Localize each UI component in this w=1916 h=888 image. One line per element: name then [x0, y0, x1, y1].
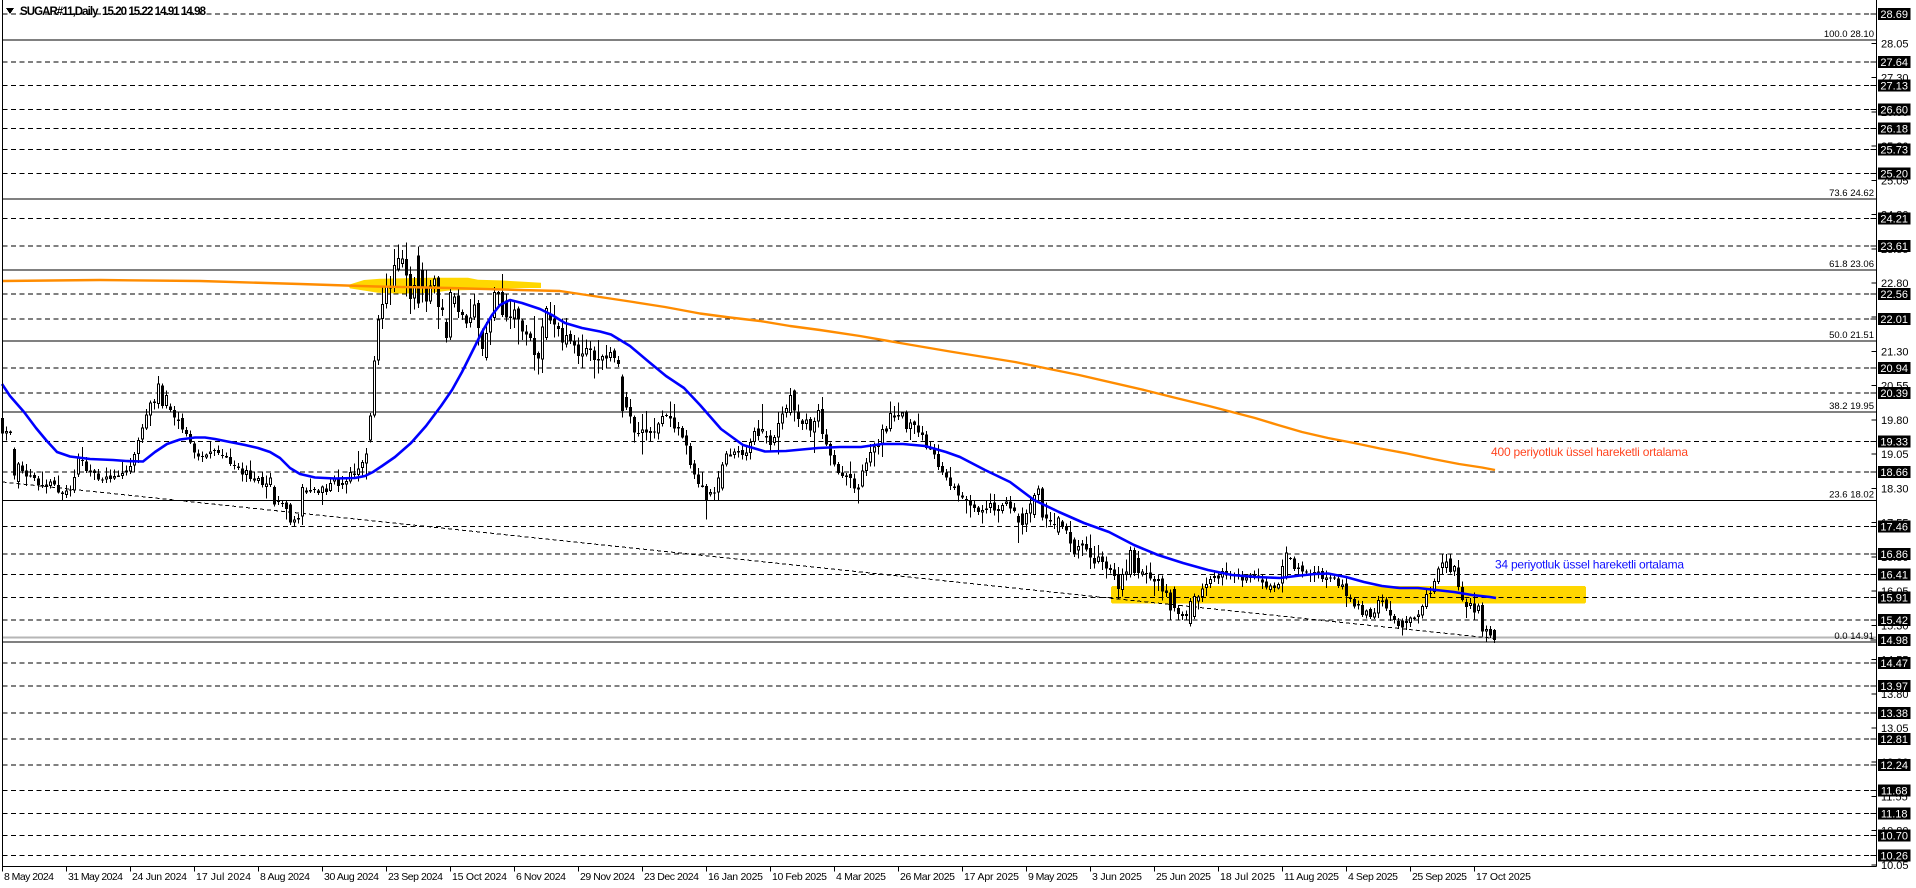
svg-text:19.80: 19.80 — [1881, 415, 1909, 427]
svg-text:400 periyotluk üssel hareketli: 400 periyotluk üssel hareketli ortalama — [1491, 445, 1688, 459]
svg-text:31 May 2024: 31 May 2024 — [68, 871, 123, 883]
svg-text:24 Jun 2024: 24 Jun 2024 — [132, 871, 187, 883]
svg-text:24.21: 24.21 — [1880, 214, 1908, 226]
svg-text:22.80: 22.80 — [1881, 278, 1909, 290]
svg-text:10.05: 10.05 — [1881, 860, 1909, 872]
svg-text:14.98: 14.98 — [1880, 635, 1908, 647]
svg-text:17 Oct 2025: 17 Oct 2025 — [1476, 871, 1531, 883]
svg-text:15 Oct 2024: 15 Oct 2024 — [452, 871, 507, 883]
svg-text:28.05: 28.05 — [1881, 38, 1909, 50]
svg-text:18.30: 18.30 — [1881, 483, 1909, 495]
svg-text:11.18: 11.18 — [1881, 808, 1908, 820]
svg-text:23.61: 23.61 — [1880, 241, 1908, 253]
svg-text:4 Mar 2025: 4 Mar 2025 — [836, 871, 886, 883]
svg-text:12.24: 12.24 — [1880, 760, 1908, 772]
svg-text:25 Sep 2025: 25 Sep 2025 — [1412, 871, 1467, 883]
svg-text:0.0 14.91: 0.0 14.91 — [1834, 631, 1874, 642]
svg-text:9 May 2025: 9 May 2025 — [1028, 871, 1078, 883]
svg-text:8 Aug 2024: 8 Aug 2024 — [260, 871, 310, 883]
svg-text:16 Jan 2025: 16 Jan 2025 — [708, 871, 763, 883]
svg-text:22.56: 22.56 — [1880, 289, 1908, 301]
svg-text:13.05: 13.05 — [1881, 723, 1909, 735]
svg-text:25.73: 25.73 — [1880, 144, 1908, 156]
svg-text:26 Mar 2025: 26 Mar 2025 — [900, 871, 955, 883]
svg-text:18 Jul 2025: 18 Jul 2025 — [1220, 871, 1275, 883]
svg-text:13.38: 13.38 — [1880, 708, 1908, 720]
svg-text:17.46: 17.46 — [1880, 522, 1908, 534]
svg-text:16.86: 16.86 — [1880, 549, 1908, 561]
svg-text:14.47: 14.47 — [1880, 658, 1908, 670]
svg-text:8 May 2024: 8 May 2024 — [4, 871, 54, 883]
svg-text:16.41: 16.41 — [1880, 570, 1908, 582]
svg-text:25 Jun 2025: 25 Jun 2025 — [1156, 871, 1211, 883]
svg-text:38.2 19.95: 38.2 19.95 — [1829, 401, 1874, 412]
svg-text:17 Jul 2024: 17 Jul 2024 — [196, 871, 251, 883]
svg-text:11.68: 11.68 — [1881, 786, 1908, 798]
svg-text:34 periyotluk üssel hareketli: 34 periyotluk üssel hareketli ortalama — [1495, 558, 1684, 572]
svg-text:30 Aug 2024: 30 Aug 2024 — [324, 871, 379, 883]
svg-text:6 Nov 2024: 6 Nov 2024 — [516, 871, 566, 883]
svg-text:11 Aug 2025: 11 Aug 2025 — [1284, 871, 1339, 883]
svg-text:15.91: 15.91 — [1880, 593, 1908, 605]
svg-text:28.69: 28.69 — [1880, 9, 1908, 21]
svg-text:18.66: 18.66 — [1880, 467, 1908, 479]
svg-text:22.01: 22.01 — [1880, 314, 1908, 326]
svg-text:61.8 23.06: 61.8 23.06 — [1829, 259, 1874, 270]
svg-text:50.0 21.51: 50.0 21.51 — [1829, 330, 1874, 341]
svg-text:10.26: 10.26 — [1880, 850, 1908, 862]
svg-text:20.39: 20.39 — [1880, 388, 1908, 400]
svg-text:26.18: 26.18 — [1880, 124, 1908, 136]
svg-text:15.42: 15.42 — [1880, 615, 1908, 627]
svg-text:12.81: 12.81 — [1880, 734, 1908, 746]
svg-text:23 Sep 2024: 23 Sep 2024 — [388, 871, 443, 883]
svg-text:10.70: 10.70 — [1880, 830, 1908, 842]
svg-text:10 Feb 2025: 10 Feb 2025 — [772, 871, 827, 883]
svg-text:21.30: 21.30 — [1881, 347, 1909, 359]
svg-text:20.94: 20.94 — [1880, 363, 1908, 375]
svg-text:27.64: 27.64 — [1880, 57, 1908, 69]
svg-text:3 Jun 2025: 3 Jun 2025 — [1092, 871, 1142, 883]
svg-text:19.33: 19.33 — [1880, 436, 1908, 448]
svg-text:4 Sep 2025: 4 Sep 2025 — [1348, 871, 1398, 883]
svg-text:100.0 28.10: 100.0 28.10 — [1824, 29, 1874, 40]
svg-text:23.6 18.02: 23.6 18.02 — [1829, 489, 1874, 500]
svg-text:27.13: 27.13 — [1880, 80, 1908, 92]
svg-text:17 Apr 2025: 17 Apr 2025 — [964, 871, 1019, 883]
svg-text:73.6 24.62: 73.6 24.62 — [1829, 188, 1874, 199]
svg-text:29 Nov 2024: 29 Nov 2024 — [580, 871, 635, 883]
svg-text:19.05: 19.05 — [1881, 449, 1909, 461]
svg-text:23 Dec 2024: 23 Dec 2024 — [644, 871, 699, 883]
svg-text:SUGAR#11,Daily 15.20 15.22 14: SUGAR#11,Daily 15.20 15.22 14.91 14.98 — [20, 6, 207, 18]
svg-text:25.20: 25.20 — [1880, 169, 1908, 181]
svg-text:26.60: 26.60 — [1880, 105, 1908, 117]
svg-text:13.97: 13.97 — [1880, 681, 1908, 693]
